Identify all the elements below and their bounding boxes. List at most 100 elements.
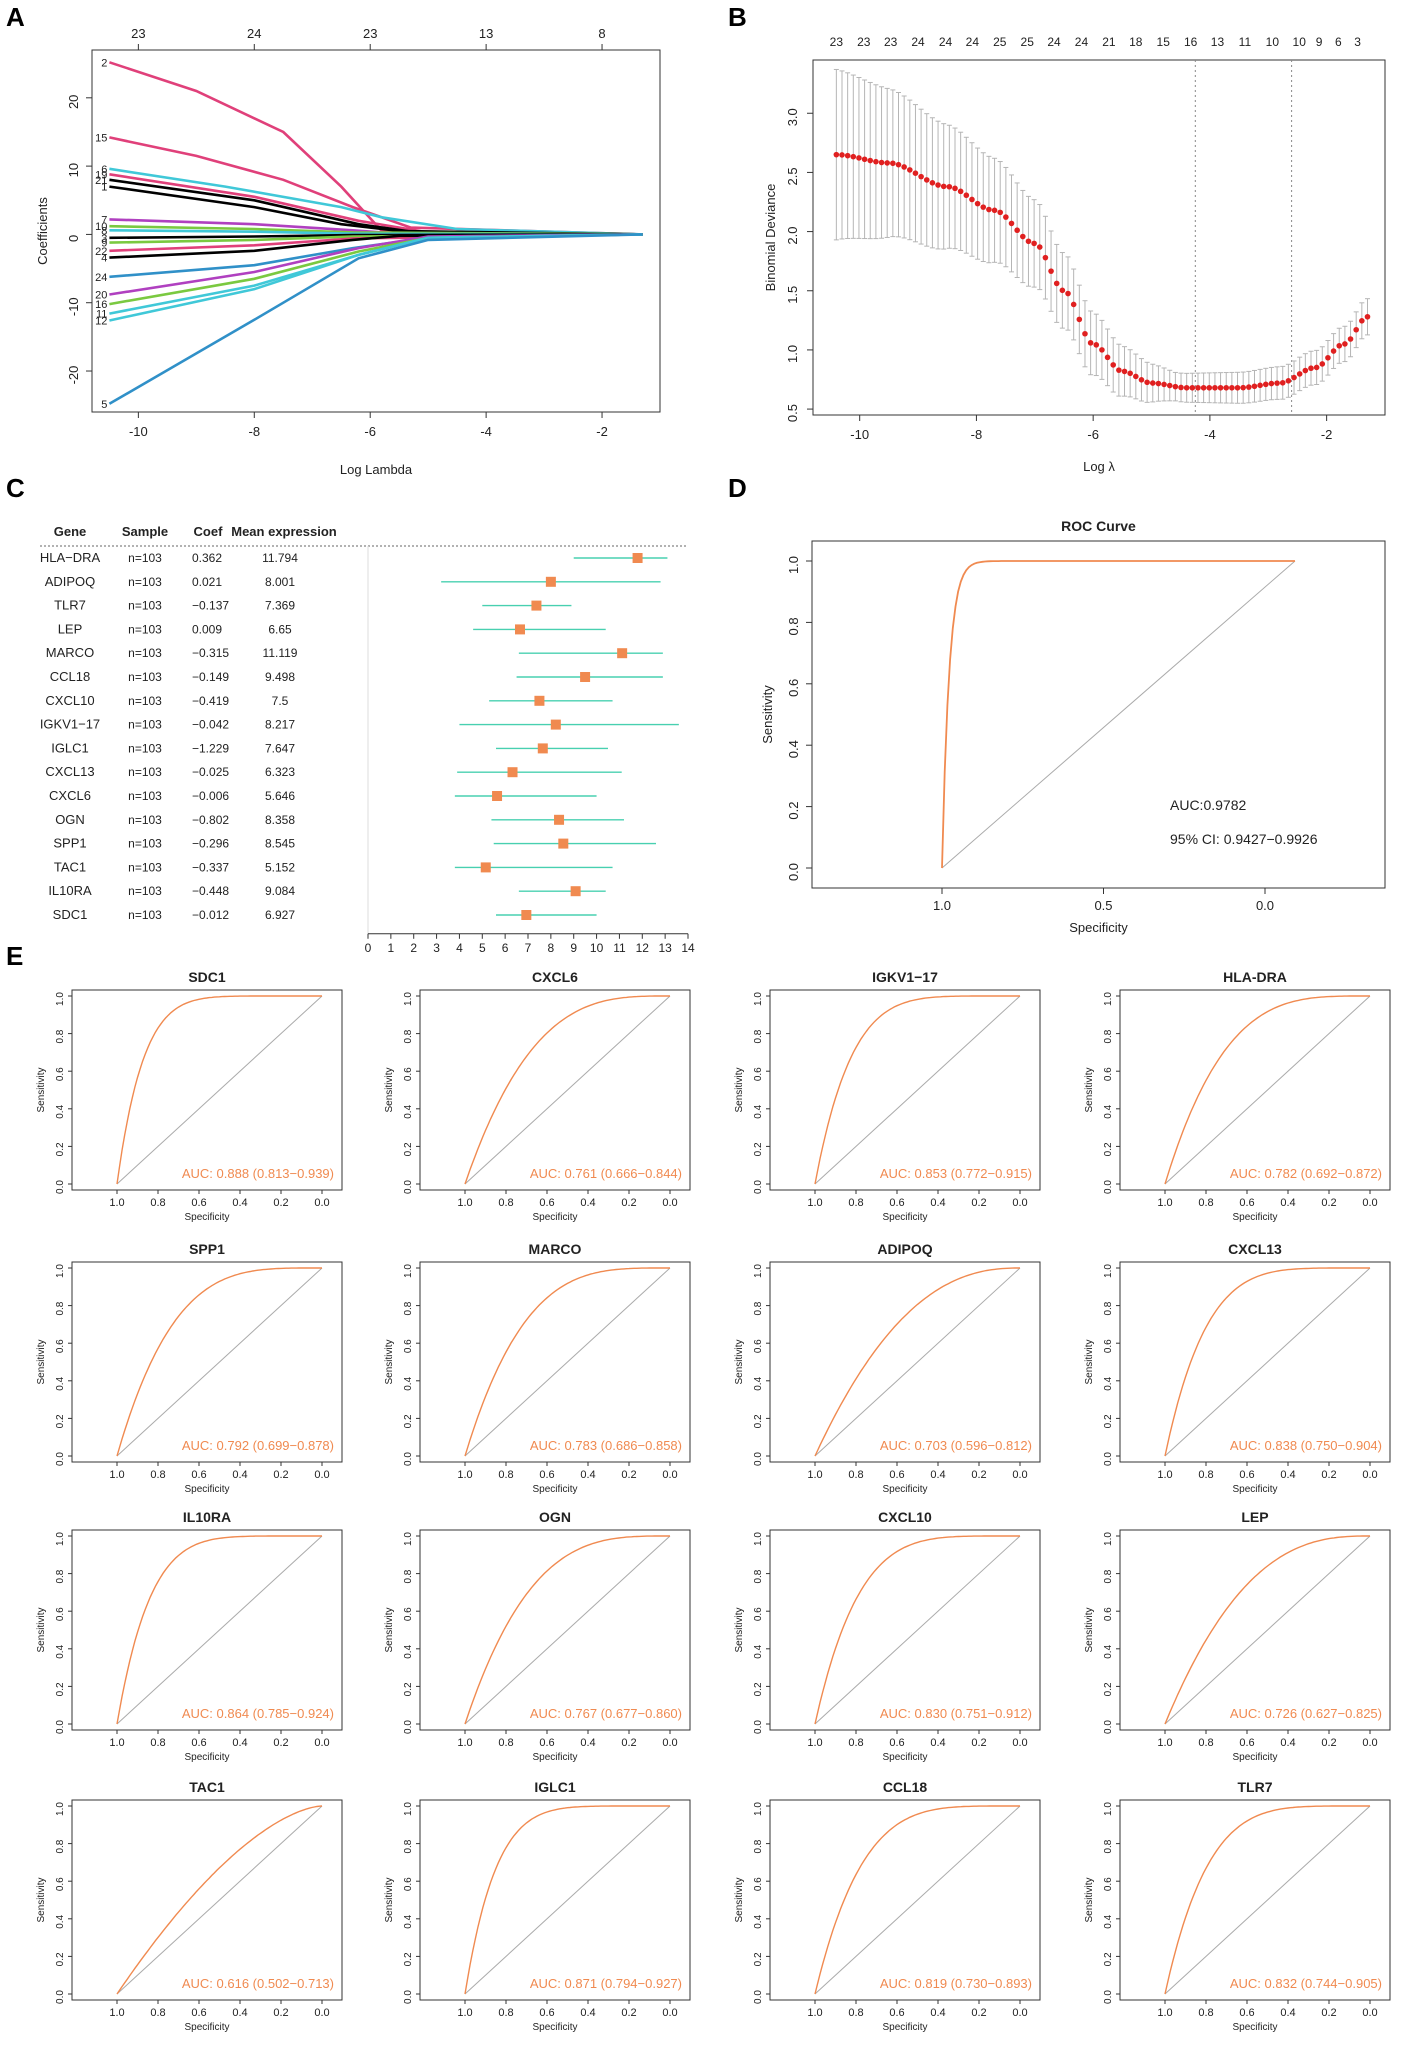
panel-a-ytick-label: 0 [66,235,81,242]
panel-e-xtick-label: 1.0 [807,1469,822,1481]
panel-e-xtick-label: 1.0 [457,1469,472,1481]
panel-a-path-label: 19 [95,169,107,181]
panel-e-auc-label: AUC: 0.616 (0.502−0.713) [182,1976,334,1991]
panel-e-xtick-label: 0.8 [150,1737,165,1749]
panel-e-xlabel: Specificity [1232,1484,1277,1495]
panel-b-deviance-point [1262,381,1269,388]
panel-e-xtick-label: 0.8 [1198,1197,1213,1209]
panel-e-gene-title: OGN [539,1509,571,1525]
panel-b-ytick-label: 3.0 [785,108,800,126]
panel-e-xtick-label: 0.0 [662,1197,677,1209]
panel-e-xlabel: Specificity [532,1752,577,1763]
panel-d-ytick-label: 0.8 [786,617,801,635]
panel-c-gene: MARCO [46,645,94,660]
panel-c-mean: 11.119 [263,646,298,660]
panel-e-xtick-label: 0.2 [273,1197,288,1209]
panel-b-deviance-point [1059,287,1066,294]
panel-e-xtick-label: 1.0 [109,2007,124,2019]
panel-a-xtick-label: -4 [480,424,492,439]
panel-b-deviance-point [1065,290,1071,297]
panel-c-coef: −0.802 [192,813,229,827]
panel-e-xtick-label: 1.0 [1157,2007,1172,2019]
panel-d-diagonal [941,560,1296,869]
panel-e-ytick-label: 0.0 [403,1180,414,1194]
panel-e-roc-curve [814,1267,1020,1457]
panel-e-xlabel: Specificity [882,1484,927,1495]
panel-e-diagonal [814,1535,1021,1725]
panel-b-deviance-point [1195,384,1201,391]
panel-e-ytick-label: 1.0 [55,1802,66,1816]
panel-e-ytick-label: 0.6 [403,1607,414,1621]
panel-e-auc-label: AUC: 0.864 (0.785−0.924) [182,1706,334,1721]
panel-b-deviance-point [1025,238,1032,245]
panel-b-deviance-point [1217,384,1224,391]
panel-b-deviance-point [1008,220,1015,227]
panel-b-top-label: 13 [1211,35,1225,49]
panel-d-ytick-label: 0.4 [786,740,801,758]
panel-e-ytick-label: 0.6 [753,1877,764,1891]
panel-e-frame [71,989,343,1191]
panel-e-xtick-label: 0.4 [580,1737,595,1749]
panel-c-xtick-label: 8 [548,941,555,955]
panel-e-frame [71,1799,343,2001]
panel-b-deviance-point [1183,384,1190,391]
panel-e-ytick-label: 0.2 [753,1952,764,1966]
panel-e-letter: E [6,941,23,971]
panel-e-ytick-label: 0.4 [403,1914,414,1928]
panel-e-xtick-label: 0.0 [314,1469,329,1481]
panel-c-mean: 7.5 [272,694,289,708]
panel-e-frame [1119,1529,1391,1731]
panel-e-xtick-label: 0.6 [889,1197,904,1209]
panel-e-xtick-label: 0.6 [191,1469,206,1481]
panel-b-deviance-point [940,183,947,190]
panel-e-ytick-label: 0.8 [403,1029,414,1043]
panel-d-letter: D [728,473,747,503]
panel-b-deviance-point [1330,348,1337,354]
panel-b-top-label: 23 [830,35,844,49]
panel-a-path-5 [108,233,643,405]
panel-e-ytick-label: 0.0 [403,1452,414,1466]
panel-c-coef: −1.229 [192,741,229,755]
panel-e-ylabel: Sensitivity [384,1067,395,1112]
panel-a-top-label: 8 [598,26,605,41]
panel-e-xtick-label: 0.2 [971,2007,986,2019]
panel-c-estimate-marker [550,719,561,730]
panel-e-xtick-label: 0.4 [930,1737,945,1749]
panel-c-mean: 6.323 [265,765,295,779]
panel-e-diagonal [1164,995,1371,1185]
panel-e-ytick-label: 0.8 [753,1569,764,1583]
panel-c-mean: 5.152 [265,860,295,874]
panel-e-gene-title: IGKV1−17 [872,969,938,985]
panel-e-xlabel: Specificity [184,1212,229,1223]
panel-c-gene: SDC1 [53,907,88,922]
panel-e-xtick-label: 0.8 [1198,1737,1213,1749]
panel-b-deviance-point [1093,342,1100,348]
panel-a-xtick-label: -2 [596,424,608,439]
panel-c-header-gene: Gene [54,524,87,539]
panel-c-gene: CXCL10 [45,693,94,708]
panel-e-ytick-label: 0.8 [55,1569,66,1583]
panel-e-ytick-label: 1.0 [403,1532,414,1546]
panel-a-path-label: 6 [101,164,107,176]
panel-c-coef: −0.012 [192,908,229,922]
panel-b-deviance-point [1042,254,1049,261]
panel-c-mean: 8.001 [265,575,295,589]
panel-e-ytick-label: 0.8 [403,1839,414,1853]
panel-a-path-label: 21 [95,175,107,187]
panel-b-top-label: 3 [1354,35,1361,49]
panel-b-deviance-point [1144,379,1150,386]
panel-e-xtick-label: 0.6 [191,1737,206,1749]
panel-c-gene: SPP1 [53,836,86,851]
panel-e-ytick-label: 1.0 [753,1802,764,1816]
panel-e-roc-curve [116,995,322,1185]
panel-e-ytick-label: 0.6 [403,1067,414,1081]
panel-c-estimate-marker [580,672,591,682]
panel-e-ylabel: Sensitivity [1084,1877,1095,1922]
panel-e-ytick-label: 0.0 [1103,1990,1114,2004]
panel-e-ytick-label: 0.0 [753,1990,764,2004]
panel-b-deviance-point [1302,367,1309,374]
panel-b-deviance-point [1234,384,1241,391]
panel-e-roc-curve [1164,1805,1370,1995]
panel-e-ylabel: Sensitivity [734,1067,745,1112]
panel-b-deviance-point [1178,384,1184,391]
